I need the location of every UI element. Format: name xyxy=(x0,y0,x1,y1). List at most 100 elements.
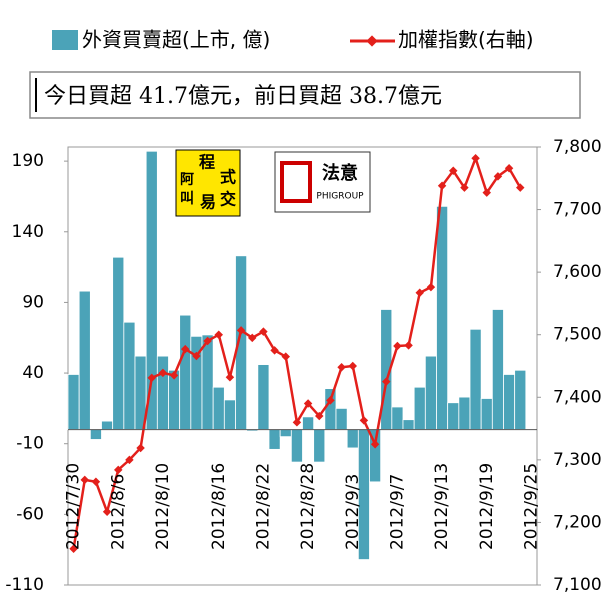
logo-text: 叫 xyxy=(180,190,194,207)
x-tick-label: 2012/8/22 xyxy=(253,463,273,550)
line-marker xyxy=(236,326,246,335)
bar xyxy=(268,429,281,450)
line-marker xyxy=(415,288,424,298)
y2-tick-label: 7,400 xyxy=(553,387,602,407)
line-marker xyxy=(292,418,302,427)
bar xyxy=(123,321,136,430)
y2-tick-label: 7,300 xyxy=(553,450,602,470)
bar xyxy=(514,369,527,430)
bar xyxy=(346,429,359,449)
y2-tick-label: 7,200 xyxy=(553,512,602,532)
line-marker xyxy=(337,363,346,372)
bar xyxy=(503,374,516,430)
logo-text: 阿 xyxy=(180,172,194,188)
bar xyxy=(302,416,315,430)
line-marker xyxy=(493,172,503,181)
bar xyxy=(391,406,404,430)
bar xyxy=(436,205,449,430)
bar xyxy=(112,256,125,430)
x-tick-label: 2012/9/7 xyxy=(387,474,407,550)
bar xyxy=(413,386,426,430)
bar xyxy=(223,399,236,430)
line-marker xyxy=(259,327,268,336)
line-marker xyxy=(181,344,190,354)
line-marker xyxy=(449,166,458,176)
line-marker xyxy=(248,333,257,343)
bar xyxy=(101,420,114,430)
y2-tick-label: 7,700 xyxy=(553,200,602,220)
line-marker xyxy=(348,361,357,371)
bar xyxy=(335,407,348,430)
y2-tick-label: 7,800 xyxy=(553,137,602,157)
bar xyxy=(89,429,102,440)
line-marker xyxy=(370,439,380,449)
bar xyxy=(179,314,192,430)
line-marker xyxy=(303,399,313,408)
line-marker xyxy=(426,282,436,292)
line-marker xyxy=(80,475,89,485)
line-marker xyxy=(460,183,469,192)
y-tick-label: -60 xyxy=(16,504,44,524)
bar xyxy=(78,290,91,430)
x-tick-label: 2012/8/10 xyxy=(153,463,173,550)
bar xyxy=(324,388,337,430)
bar xyxy=(458,396,471,430)
line-marker xyxy=(136,443,145,453)
line-marker xyxy=(225,373,235,382)
line-marker xyxy=(393,341,402,351)
line-marker xyxy=(147,373,156,383)
line-marker xyxy=(482,188,491,197)
bar xyxy=(402,419,415,430)
x-tick-label: 2012/8/16 xyxy=(209,463,229,550)
bar xyxy=(279,429,292,438)
logo-left: 程 式 交 易 阿 叫 xyxy=(175,149,241,217)
y2-tick-label: 7,600 xyxy=(553,262,602,282)
line-marker xyxy=(359,416,369,425)
logo-text: 法意 xyxy=(322,162,358,184)
line-marker xyxy=(214,330,223,339)
logo-text: 交 xyxy=(220,190,236,209)
legend-label: 加權指數(右軸) xyxy=(398,28,534,52)
logo-icon xyxy=(280,161,312,203)
line-marker xyxy=(437,181,447,191)
y-tick-label: 40 xyxy=(22,363,44,383)
line-marker xyxy=(169,371,179,380)
logo-text: 易 xyxy=(200,193,216,212)
line-marker xyxy=(270,346,279,355)
bar xyxy=(480,398,493,430)
bar xyxy=(469,328,482,430)
line-marker xyxy=(281,352,290,361)
bar xyxy=(156,355,169,430)
legend-marker xyxy=(366,35,378,47)
y-tick-label: -10 xyxy=(16,434,44,454)
y-tick-label: 90 xyxy=(22,292,44,312)
bar xyxy=(212,386,225,430)
line-marker xyxy=(91,477,101,486)
summary-text: 今日買超 41.7億元，前日買超 38.7億元 xyxy=(44,84,442,109)
line-marker xyxy=(158,368,168,378)
y2-tick-label: 7,500 xyxy=(553,325,602,345)
bar xyxy=(290,429,303,463)
line-marker xyxy=(504,164,514,173)
line-marker xyxy=(326,396,335,405)
logo-right: 法意 PHIGROUP xyxy=(274,151,371,213)
legend-swatch-bars xyxy=(52,30,78,50)
line-marker xyxy=(192,351,201,361)
line-marker xyxy=(114,465,123,475)
bar xyxy=(201,334,214,430)
legend-label: 外資買賣超(上市, 億) xyxy=(82,28,270,52)
y-tick-label: 140 xyxy=(12,222,44,242)
x-tick-label: 2012/8/6 xyxy=(108,474,128,550)
y-tick-label: -110 xyxy=(5,575,44,595)
bar xyxy=(257,364,270,430)
bar xyxy=(313,429,326,463)
x-tick-label: 2012/9/25 xyxy=(521,463,541,550)
line-marker xyxy=(471,154,480,163)
bar xyxy=(447,402,460,430)
x-tick-label: 2012/7/30 xyxy=(64,463,84,550)
logo-text: PHIGROUP xyxy=(316,192,364,202)
y-tick-label: 190 xyxy=(12,151,44,171)
logo-bg xyxy=(175,149,241,217)
logo-text: 式 xyxy=(220,168,236,187)
